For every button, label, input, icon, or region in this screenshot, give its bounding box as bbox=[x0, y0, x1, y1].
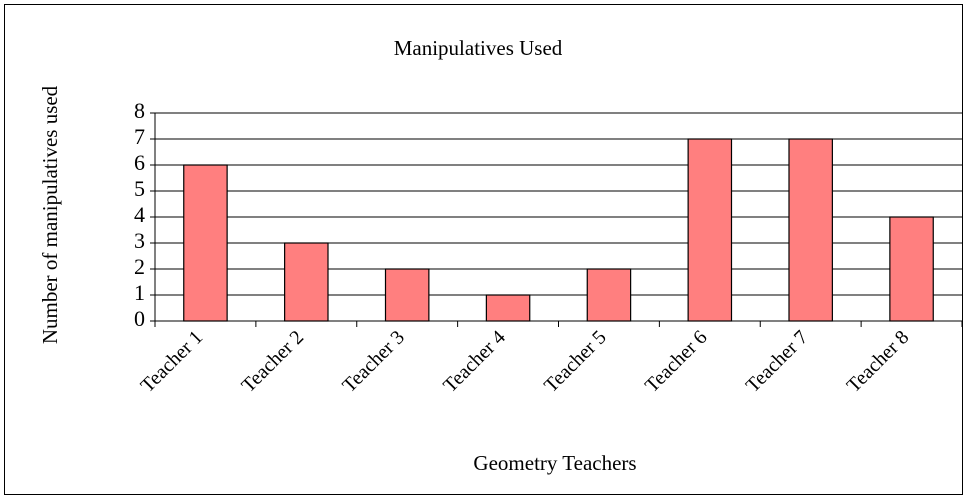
y-tick-label: 0 bbox=[134, 306, 145, 331]
y-axis-label: Number of manipulatives used bbox=[38, 85, 62, 344]
y-tick-label: 6 bbox=[134, 150, 145, 175]
y-tick-label: 4 bbox=[134, 202, 145, 227]
y-tick-label: 8 bbox=[134, 98, 145, 123]
chart-title: Manipulatives Used bbox=[394, 36, 563, 60]
y-tick-label: 5 bbox=[134, 176, 145, 201]
bar bbox=[485, 294, 531, 322]
bar bbox=[586, 268, 632, 322]
bar bbox=[788, 138, 833, 322]
bar bbox=[889, 216, 934, 322]
bar bbox=[183, 164, 228, 322]
y-tick-label: 3 bbox=[134, 228, 145, 253]
bar bbox=[384, 268, 430, 322]
y-tick-label: 2 bbox=[134, 254, 145, 279]
bar bbox=[284, 242, 329, 322]
bar bbox=[687, 138, 733, 322]
y-tick-label: 1 bbox=[134, 280, 145, 305]
y-tick-label: 7 bbox=[134, 124, 145, 149]
x-axis-label: Geometry Teachers bbox=[473, 451, 636, 475]
